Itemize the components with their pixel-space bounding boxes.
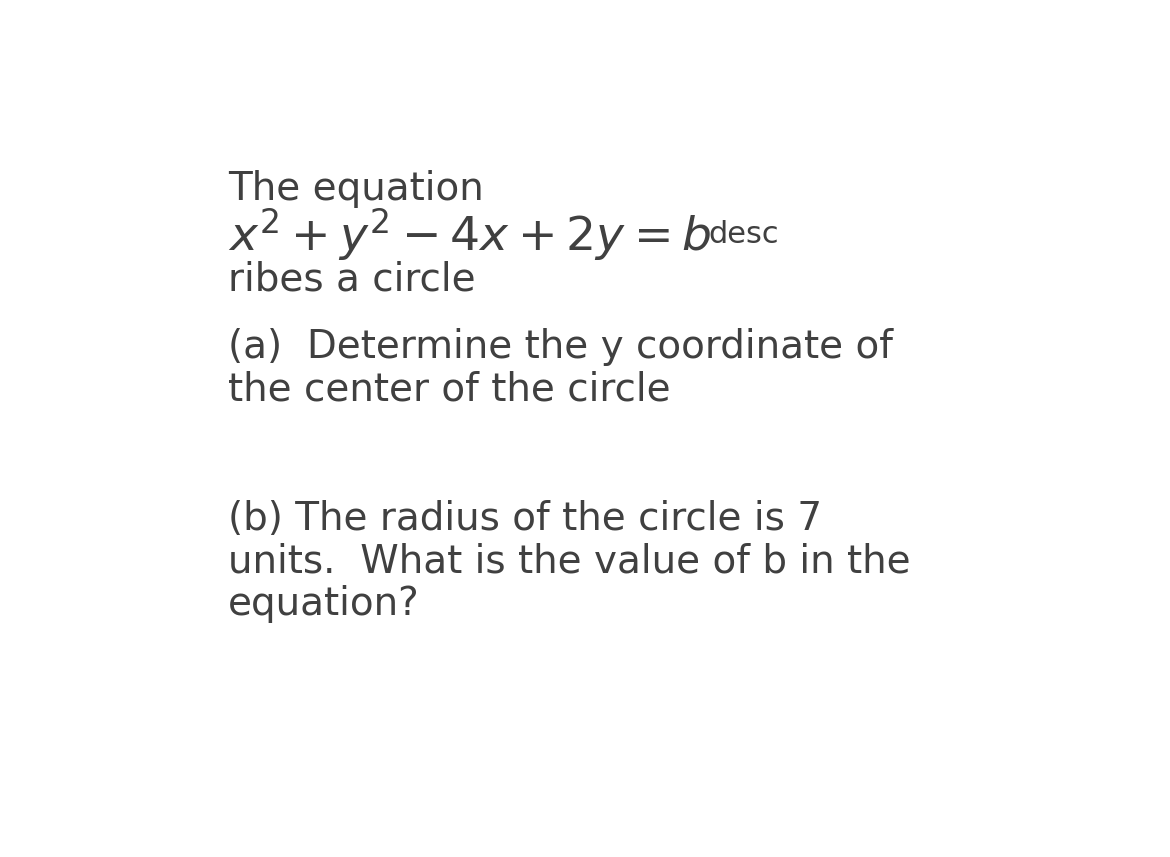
Text: The equation: The equation [228,170,483,207]
Text: equation?: equation? [228,585,420,623]
Text: the center of the circle: the center of the circle [228,371,670,409]
Text: ribes a circle: ribes a circle [228,260,475,298]
Text: desc: desc [708,220,779,249]
Text: (a)  Determine the y coordinate of: (a) Determine the y coordinate of [228,328,893,366]
Text: units.  What is the value of b in the: units. What is the value of b in the [228,542,910,580]
Text: $x^2 + y^2 - 4x + 2y = b$: $x^2 + y^2 - 4x + 2y = b$ [228,207,711,263]
Text: (b) The radius of the circle is 7: (b) The radius of the circle is 7 [228,500,823,537]
